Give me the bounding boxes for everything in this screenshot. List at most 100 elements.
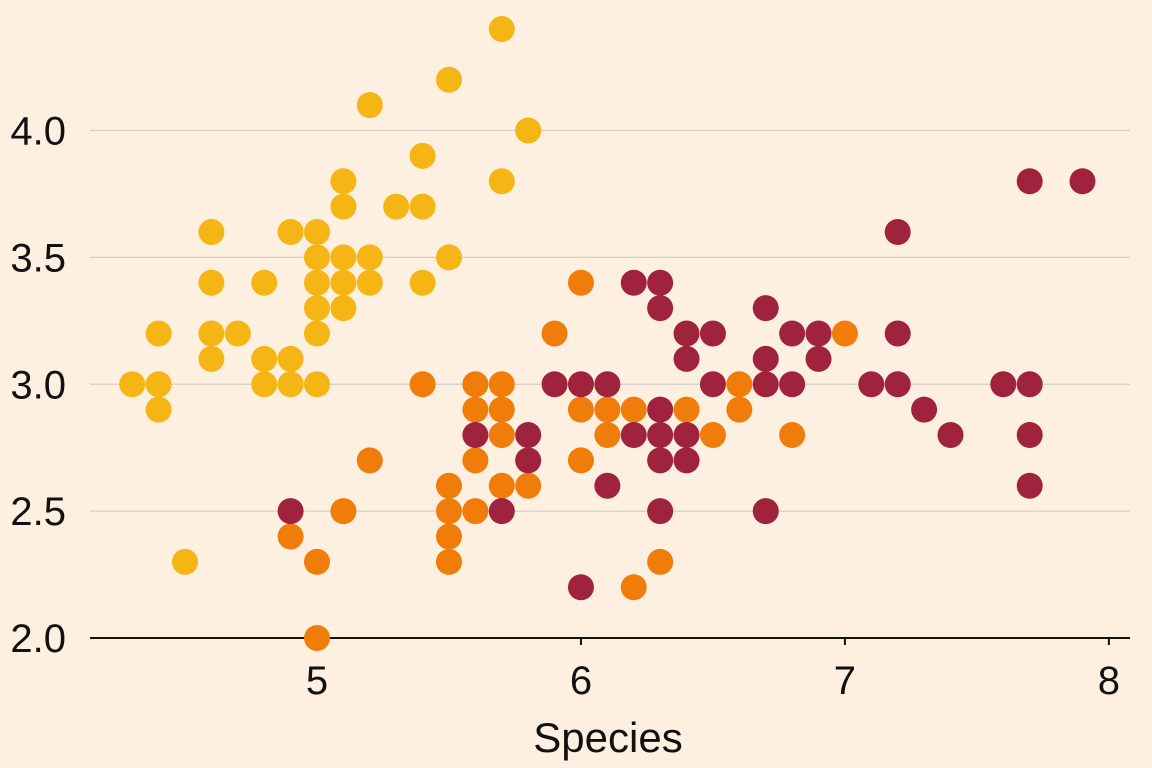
data-point-series-3 [805, 320, 832, 347]
data-point-series-3 [673, 422, 700, 448]
data-point-series-2 [726, 371, 753, 398]
data-point-series-1 [304, 320, 331, 347]
data-point-series-1 [224, 320, 251, 347]
data-point-series-3 [673, 447, 700, 474]
data-point-series-2 [699, 422, 726, 448]
data-point-series-3 [594, 472, 621, 499]
data-point-series-2 [435, 523, 462, 550]
data-point-series-1 [488, 16, 515, 42]
data-point-series-1 [198, 219, 225, 245]
data-point-series-2 [594, 422, 621, 448]
data-point-series-2 [620, 396, 647, 423]
data-point-series-3 [1016, 472, 1043, 499]
data-point-series-1 [356, 269, 383, 296]
data-point-series-2 [726, 396, 753, 423]
data-point-series-1 [304, 371, 331, 398]
data-point-series-1 [330, 193, 357, 220]
x-tick-label: 7 [834, 659, 856, 703]
data-point-series-1 [172, 548, 199, 575]
data-point-series-2 [594, 396, 621, 423]
data-point-series-3 [752, 371, 779, 398]
data-point-series-1 [251, 345, 278, 372]
data-point-series-1 [251, 269, 278, 296]
data-point-series-1 [304, 244, 331, 271]
data-point-series-1 [435, 244, 462, 271]
data-point-series-3 [673, 345, 700, 372]
data-point-series-2 [330, 498, 357, 525]
data-points [119, 16, 1096, 651]
data-point-series-2 [620, 574, 647, 601]
data-point-series-1 [330, 295, 357, 322]
data-point-series-1 [409, 269, 436, 296]
data-point-series-2 [567, 396, 594, 423]
data-point-series-2 [567, 269, 594, 296]
data-point-series-1 [145, 320, 172, 347]
axes [90, 637, 1130, 645]
data-point-series-3 [752, 498, 779, 525]
data-point-series-3 [752, 295, 779, 322]
x-tick-label: 6 [570, 659, 592, 703]
gridlines [90, 129, 1130, 512]
data-point-series-3 [1069, 168, 1096, 195]
data-point-series-3 [515, 447, 542, 474]
data-point-series-1 [198, 345, 225, 372]
data-point-series-3 [911, 396, 938, 423]
data-point-series-3 [647, 269, 674, 296]
data-point-series-3 [805, 345, 832, 372]
data-point-series-1 [304, 269, 331, 296]
data-point-series-3 [594, 371, 621, 398]
data-point-series-3 [647, 396, 674, 423]
data-point-series-3 [620, 269, 647, 296]
data-point-series-2 [304, 548, 331, 575]
data-point-series-3 [488, 498, 515, 525]
data-point-series-3 [620, 422, 647, 448]
data-point-series-1 [383, 193, 410, 220]
data-point-series-2 [462, 447, 489, 474]
x-tick-label: 8 [1098, 659, 1120, 703]
data-point-series-2 [515, 472, 542, 499]
data-point-series-1 [304, 295, 331, 322]
data-point-series-1 [145, 371, 172, 398]
data-point-series-2 [462, 396, 489, 423]
data-point-series-3 [779, 320, 806, 347]
data-point-series-3 [752, 345, 779, 372]
data-point-series-3 [884, 371, 911, 398]
data-point-series-1 [435, 66, 462, 93]
data-point-series-2 [488, 371, 515, 398]
data-point-series-1 [330, 244, 357, 271]
y-tick-label: 2.0 [10, 617, 66, 661]
data-point-series-3 [462, 422, 489, 448]
data-point-series-3 [884, 320, 911, 347]
data-point-series-2 [462, 371, 489, 398]
data-point-series-2 [673, 396, 700, 423]
data-point-series-2 [356, 447, 383, 474]
data-point-series-3 [699, 320, 726, 347]
data-point-series-2 [541, 320, 568, 347]
data-point-series-2 [304, 625, 331, 651]
data-point-series-3 [1016, 168, 1043, 195]
data-point-series-2 [488, 396, 515, 423]
data-point-series-3 [647, 447, 674, 474]
data-point-series-1 [304, 219, 331, 245]
data-point-series-1 [277, 371, 304, 398]
y-tick-label: 4.0 [10, 110, 66, 154]
data-point-series-1 [356, 92, 383, 119]
data-point-series-3 [567, 371, 594, 398]
data-point-series-1 [198, 269, 225, 296]
data-point-series-2 [488, 422, 515, 448]
data-point-series-1 [277, 345, 304, 372]
data-point-series-3 [1016, 422, 1043, 448]
data-point-series-1 [409, 193, 436, 220]
y-tick-label: 3.5 [10, 236, 66, 280]
data-point-series-1 [356, 244, 383, 271]
data-point-series-2 [277, 523, 304, 550]
data-point-series-2 [567, 447, 594, 474]
data-point-series-1 [488, 168, 515, 195]
data-point-series-2 [779, 422, 806, 448]
data-point-series-3 [647, 422, 674, 448]
data-point-series-2 [435, 548, 462, 575]
data-point-series-2 [409, 371, 436, 398]
data-point-series-3 [884, 219, 911, 245]
